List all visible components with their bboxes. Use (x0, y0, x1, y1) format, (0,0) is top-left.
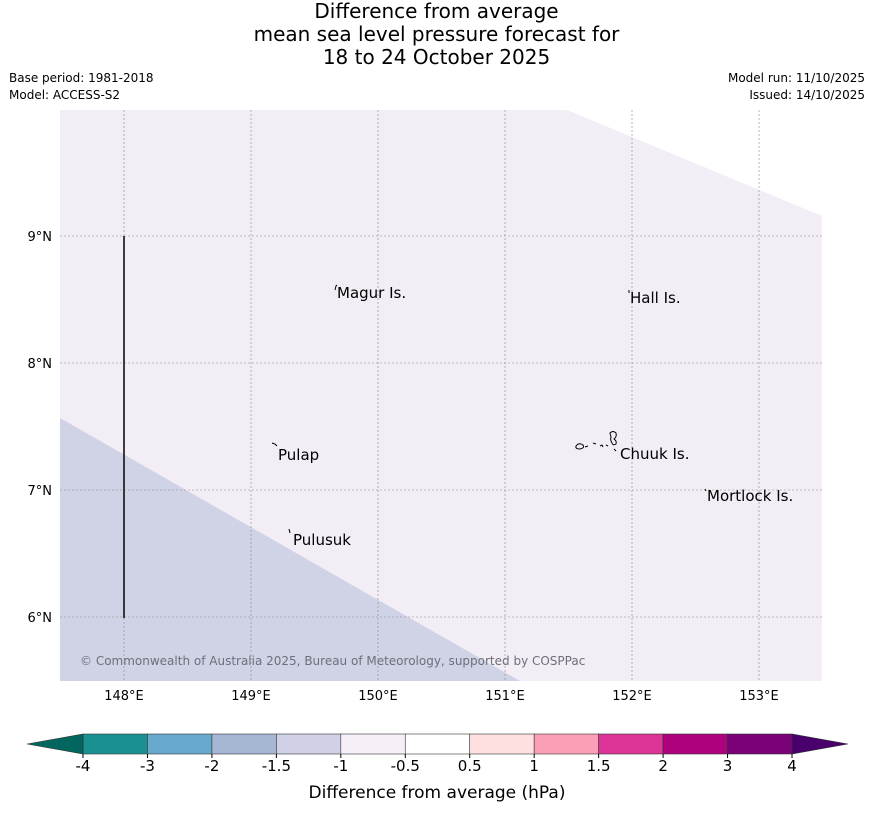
lon-label: 148°E (104, 689, 144, 704)
colorbar-ticks: -4 -3 -2 -1.5 -1 -0.5 0.5 1 1.5 2 3 4 (76, 754, 797, 775)
lon-label: 151°E (485, 689, 525, 704)
lat-label: 6°N (28, 611, 53, 626)
colorbar-swatch (211, 733, 277, 755)
colorbar-tick-label: -2 (204, 757, 219, 775)
colorbar-tick-label: 0.5 (458, 757, 482, 775)
colorbar-swatch (727, 733, 793, 755)
pulap-island (271, 442, 278, 447)
colorbar-tick-label: -4 (76, 757, 91, 775)
place-label: Hall Is. (630, 289, 681, 307)
place-label: Mortlock Is. (707, 487, 793, 505)
chuuk-lagoon (575, 431, 617, 452)
lat-label: 7°N (28, 484, 53, 499)
colorbar-tick-label: 2 (658, 757, 668, 775)
islands (271, 284, 707, 534)
colorbar-swatch (662, 733, 728, 755)
mortlock-island (704, 488, 707, 492)
colorbar-tick-label: 3 (723, 757, 733, 775)
colorbar-swatch (147, 733, 213, 755)
band-white-corner (567, 110, 822, 216)
lon-label: 153°E (739, 689, 779, 704)
title-line-2: mean sea level pressure forecast for (253, 22, 620, 46)
colorbar-tick-label: -0.5 (391, 757, 420, 775)
title-line-3: 18 to 24 October 2025 (322, 45, 551, 69)
colorbar-over-arrow (791, 733, 849, 755)
colorbar-tick-label: -1.5 (262, 757, 291, 775)
colorbar (26, 733, 849, 755)
place-label: Pulusuk (293, 531, 351, 549)
lat-label: 9°N (28, 230, 53, 245)
band-minus1.5-to-minus1 (60, 418, 520, 681)
place-label: Chuuk Is. (620, 445, 689, 463)
title-line-1: Difference from average (314, 0, 559, 23)
colorbar-tick-label: 1 (529, 757, 539, 775)
colorbar-tick-label: -1 (333, 757, 348, 775)
model-run: Model run: 11/10/2025 (727, 71, 865, 85)
meta-right: Model run: 11/10/2025 Issued: 14/10/2025 (728, 70, 865, 104)
colorbar-swatch (82, 733, 148, 755)
colorbar-swatch (469, 733, 535, 755)
map-area: Magur Is. Hall Is. Pulap Chuuk Is. Mortl… (60, 110, 822, 681)
chart-title: Difference from average mean sea level p… (0, 0, 873, 69)
colorbar-swatch (598, 733, 664, 755)
colorbar-tick-label: 4 (787, 757, 797, 775)
copyright-notice: © Commonwealth of Australia 2025, Bureau… (80, 654, 585, 668)
lon-label: 149°E (231, 689, 271, 704)
issued-date: Issued: 14/10/2025 (749, 88, 865, 102)
colorbar-swatch (533, 733, 599, 755)
pulusuk-island (288, 528, 291, 534)
lon-label: 150°E (358, 689, 398, 704)
model-name: Model: ACCESS-S2 (9, 88, 121, 102)
colorbar-label: Difference from average (hPa) (309, 783, 566, 803)
meta-left: Base period: 1981-2018 Model: ACCESS-S2 (9, 70, 154, 104)
colorbar-under-arrow (26, 733, 84, 755)
place-label: Pulap (278, 446, 319, 464)
place-label: Magur Is. (337, 284, 406, 302)
colorbar-swatch (276, 733, 342, 755)
magur-island (334, 284, 338, 291)
colorbar-tick-label: -3 (140, 757, 155, 775)
colorbar-swatch (340, 733, 406, 755)
lat-label: 8°N (28, 357, 53, 372)
colorbar-tick-label: 1.5 (587, 757, 611, 775)
base-period: Base period: 1981-2018 (9, 71, 154, 85)
colorbar-swatch (404, 733, 471, 755)
lon-label: 152°E (612, 689, 652, 704)
